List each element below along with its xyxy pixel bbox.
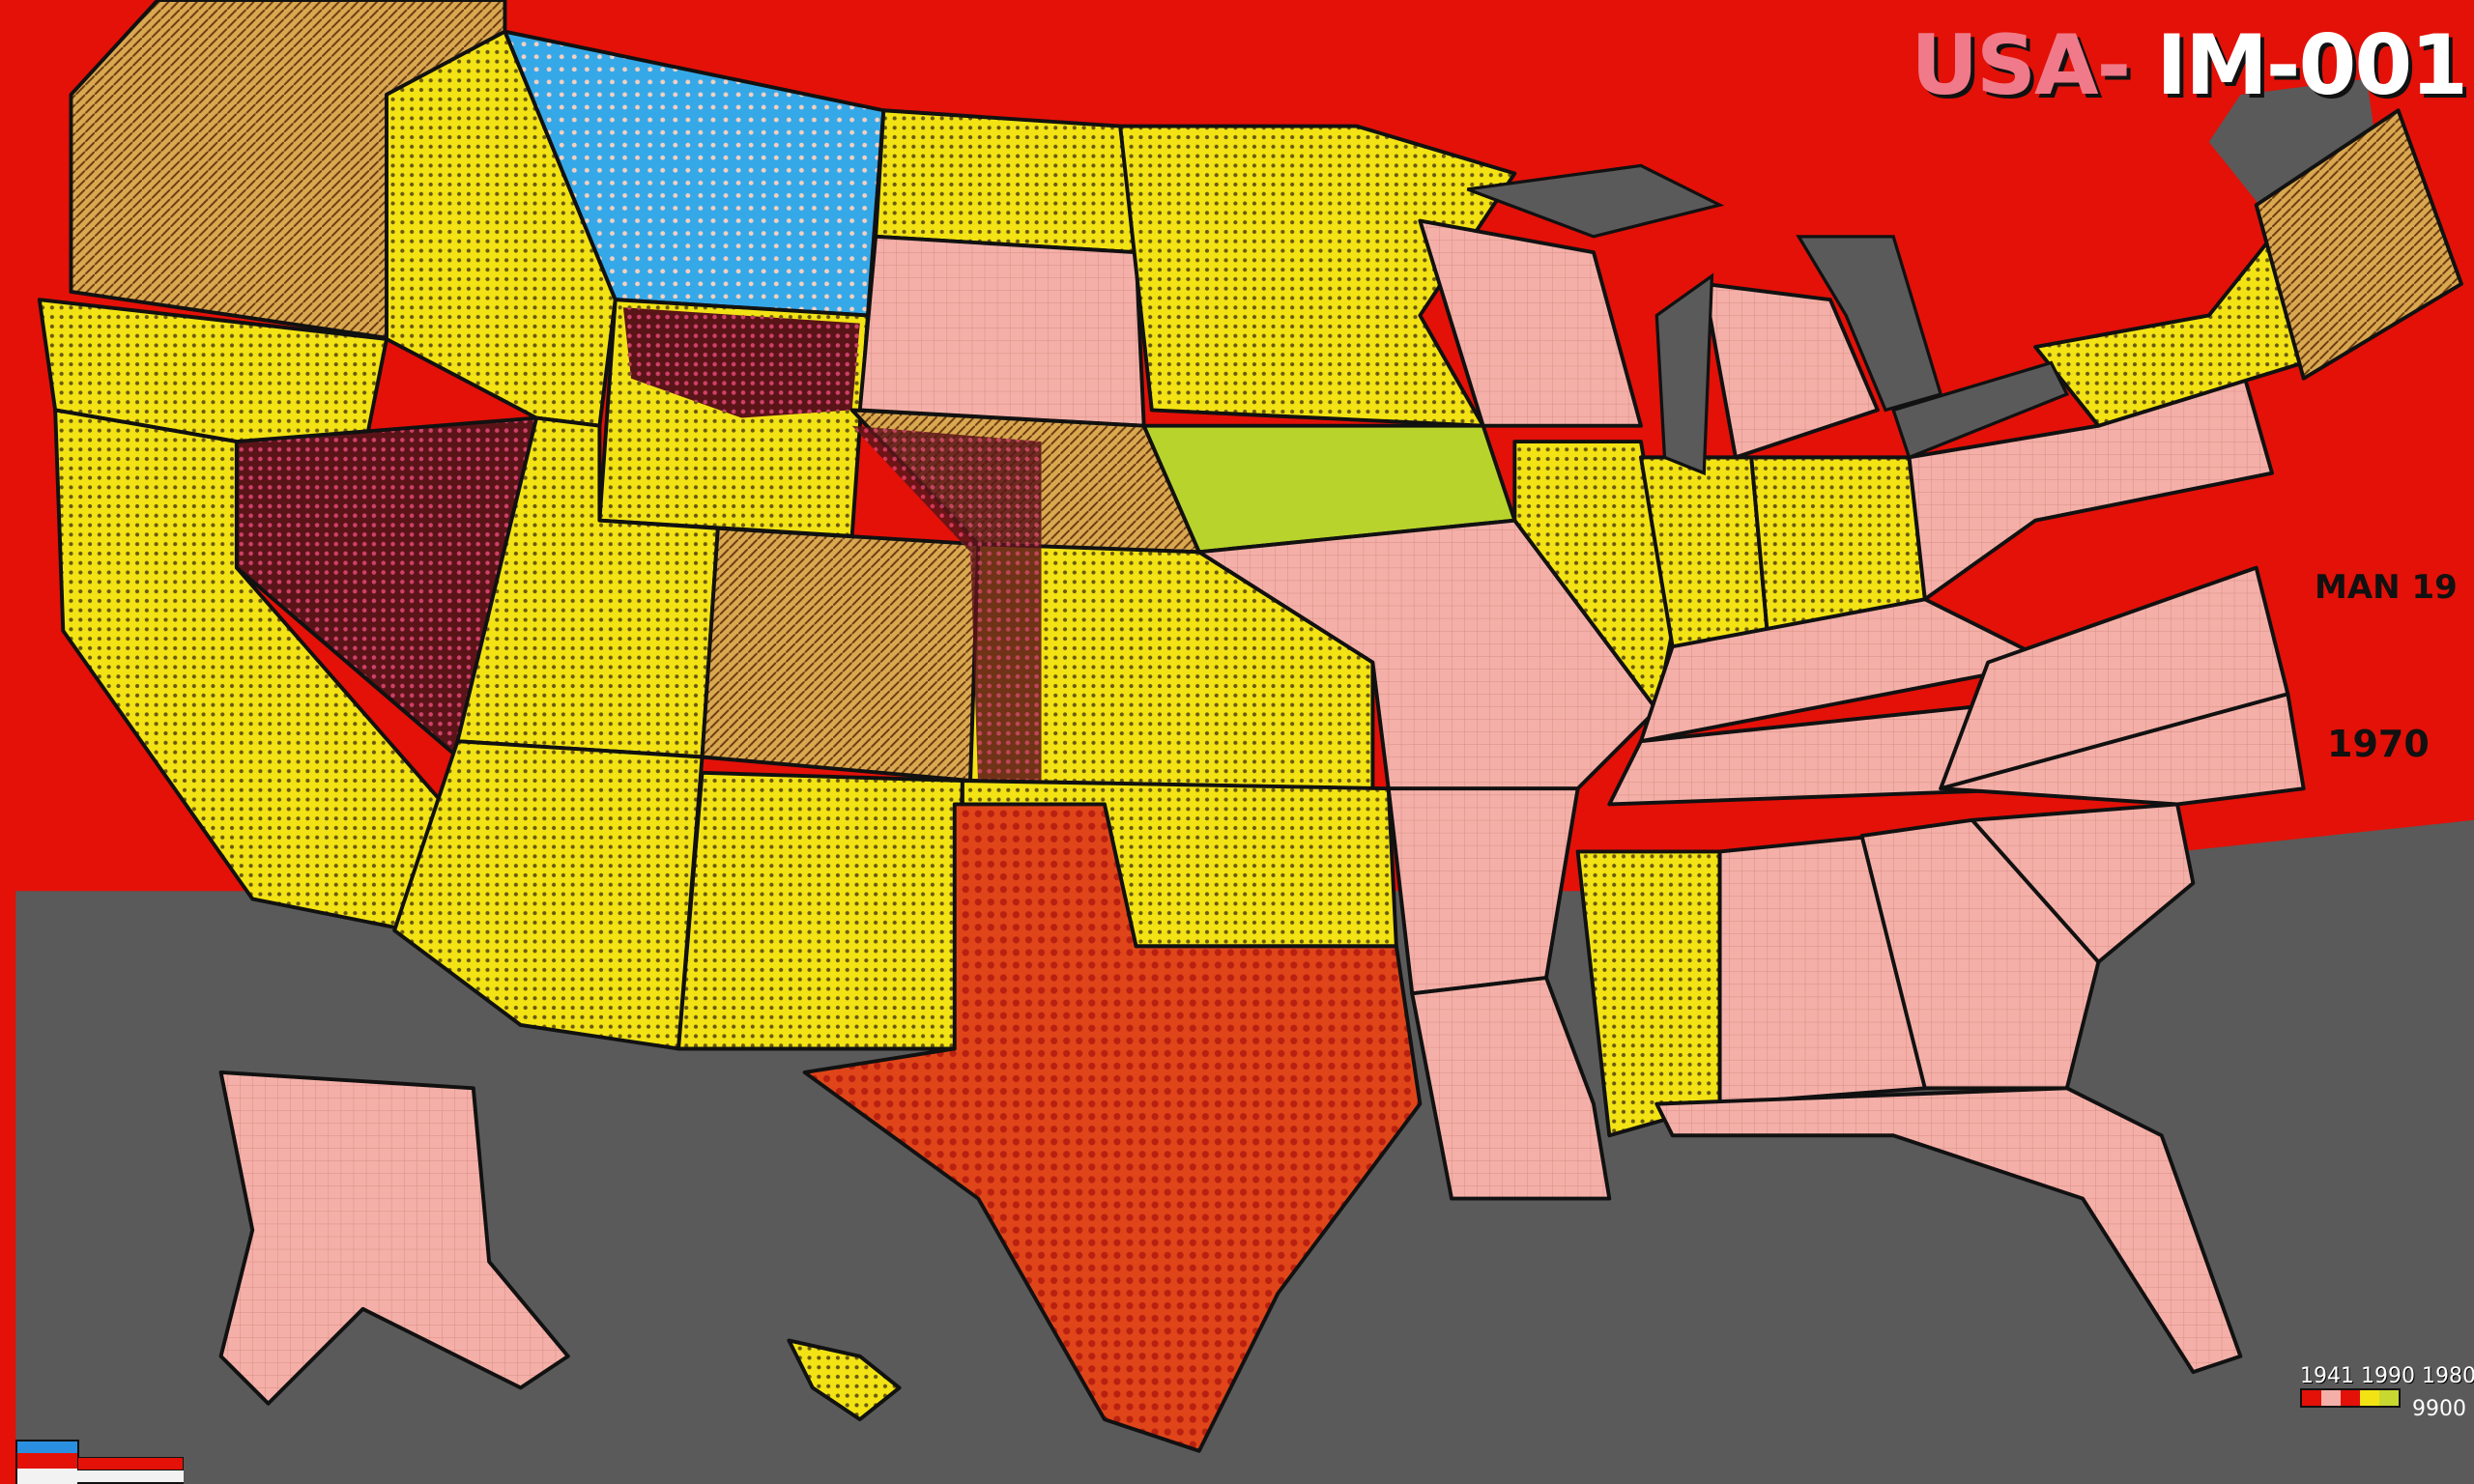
annotation-year: 1970 xyxy=(2327,723,2430,765)
legend-tick: 1980 xyxy=(2422,1364,2474,1388)
legend-tick: 1941 xyxy=(2300,1364,2354,1388)
legend-swatch xyxy=(2321,1390,2341,1406)
state-region[interactable] xyxy=(676,770,964,1051)
flag-icon xyxy=(15,1440,79,1484)
legend-end-label: 9900 xyxy=(2412,1397,2466,1421)
state-region[interactable] xyxy=(968,542,1375,791)
state-region[interactable] xyxy=(218,1070,570,1406)
state-region[interactable] xyxy=(1418,218,1643,428)
legend-tick: 1990 xyxy=(2361,1364,2415,1388)
legend-ticks: 1941 1990 1980 xyxy=(2300,1364,2474,1388)
state-region[interactable] xyxy=(2254,108,2463,381)
state-region[interactable] xyxy=(857,234,1146,428)
state-region[interactable] xyxy=(1970,802,2196,964)
state-region[interactable] xyxy=(1702,281,1880,460)
state-region[interactable] xyxy=(1654,1086,2243,1375)
state-region[interactable] xyxy=(874,108,1138,255)
great-lakes xyxy=(1466,163,2070,476)
state-region[interactable] xyxy=(1939,565,2290,791)
legend-swatch xyxy=(2360,1390,2379,1406)
map-title: USA- IM-001 xyxy=(1911,17,2468,114)
state-region[interactable] xyxy=(1859,817,2101,1091)
legend-swatch xyxy=(2341,1390,2360,1406)
legend-swatch xyxy=(2379,1390,2399,1406)
state-region[interactable] xyxy=(2033,234,2306,428)
scale-bar xyxy=(77,1457,184,1484)
state-region[interactable] xyxy=(700,526,981,783)
state-region xyxy=(851,425,1042,789)
state-region[interactable] xyxy=(787,1338,902,1422)
ocean-atlantic xyxy=(2177,819,2474,1484)
legend-color-bar xyxy=(2300,1388,2401,1408)
state-region[interactable] xyxy=(802,802,1423,1453)
state-region[interactable] xyxy=(1410,976,1612,1201)
title-suffix: IM-001 xyxy=(2156,17,2468,114)
state-regions xyxy=(37,0,2463,1453)
state-region[interactable] xyxy=(392,739,705,1051)
legend-swatch xyxy=(2302,1390,2321,1406)
map-legend: 1941 1990 1980 9900 xyxy=(2300,1364,2474,1421)
state-region[interactable] xyxy=(1118,124,1517,428)
state-region[interactable] xyxy=(1386,786,1580,996)
annotation-label: MAN 19 xyxy=(2315,568,2458,607)
state-region xyxy=(622,307,860,418)
title-prefix: USA- xyxy=(1911,17,2131,114)
